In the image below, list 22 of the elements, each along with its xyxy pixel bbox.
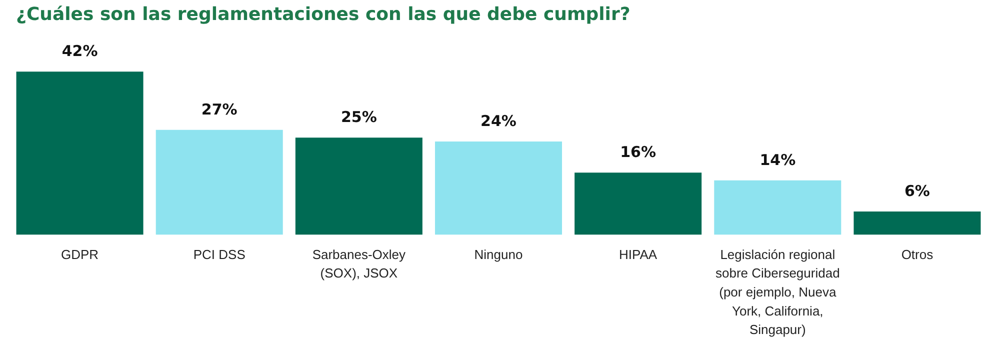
x-tick-label: Sarbanes-Oxley (SOX), JSOX bbox=[312, 246, 406, 281]
data-label: 42% bbox=[62, 42, 98, 60]
data-label: 16% bbox=[620, 143, 656, 162]
bar bbox=[854, 211, 981, 235]
data-label: 24% bbox=[480, 112, 516, 130]
data-label: 25% bbox=[340, 108, 377, 126]
x-tick-label: PCI DSS bbox=[193, 246, 246, 262]
data-label: 14% bbox=[760, 150, 796, 169]
bar bbox=[714, 180, 842, 235]
data-label: 27% bbox=[201, 100, 238, 118]
bar bbox=[574, 172, 702, 235]
x-tick-label: Legislación regional sobre Ciberseguridad (por ejemplo, Nueva York, California, Singapur) bbox=[715, 246, 840, 338]
bar bbox=[16, 72, 144, 235]
bar bbox=[434, 142, 562, 235]
x-tick-label: HIPAA bbox=[619, 246, 658, 262]
bar bbox=[295, 138, 422, 235]
chart-title: ¿Cuáles son las reglamentaciones con las que debe cumplir? bbox=[16, 4, 630, 25]
x-tick-label: GDPR bbox=[61, 246, 99, 262]
x-tick-label: Ninguno bbox=[474, 246, 523, 262]
bar bbox=[156, 130, 283, 235]
x-tick-label: Otros bbox=[901, 246, 934, 262]
data-label: 6% bbox=[904, 182, 930, 200]
